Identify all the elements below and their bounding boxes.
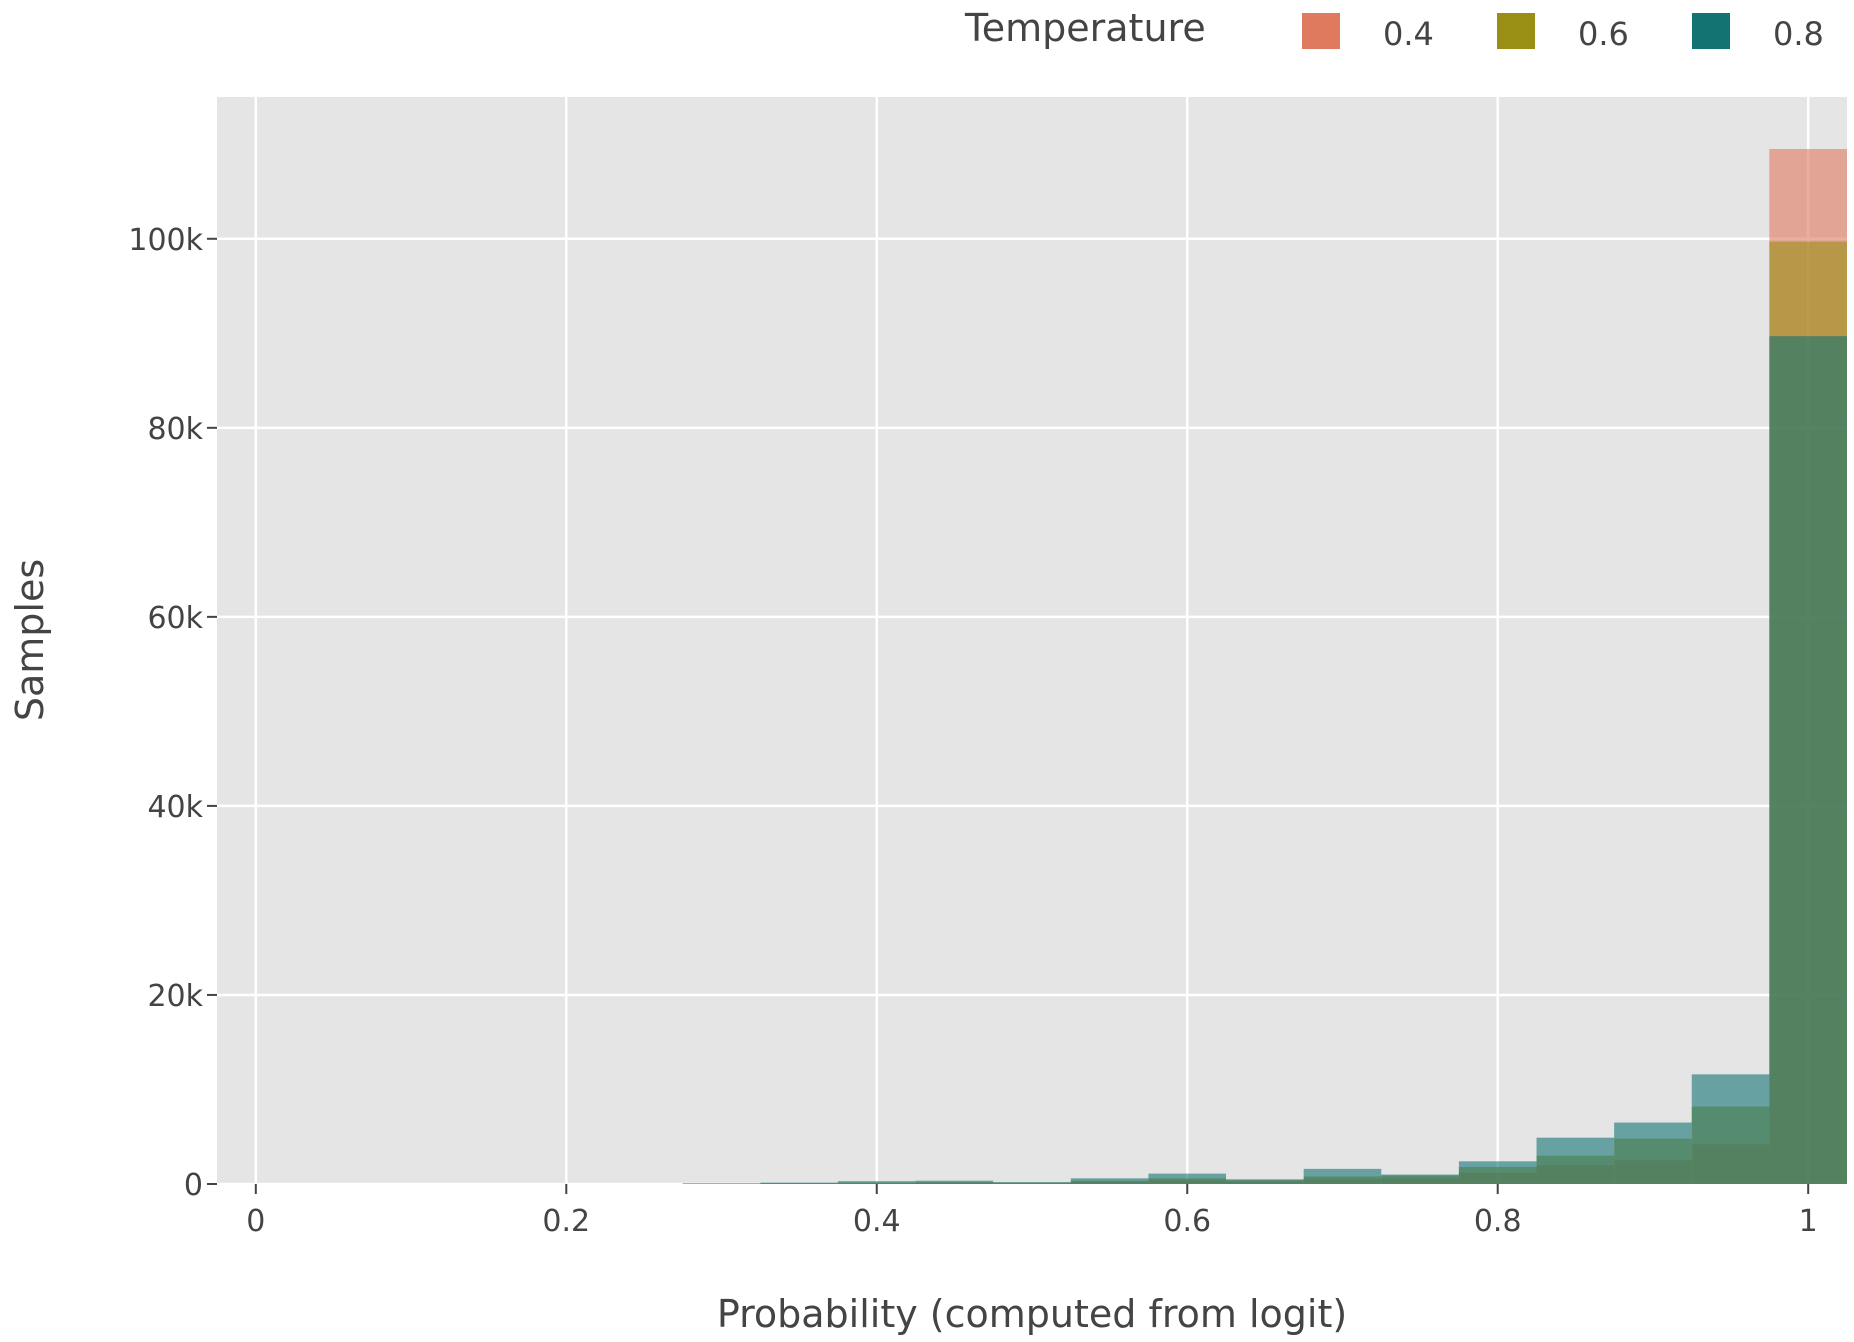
bars [682, 148, 1847, 1185]
x-tick-label: 0.8 [1474, 1204, 1522, 1239]
legend-swatch-0-4 [1302, 13, 1340, 49]
x-tick-label: 1 [1799, 1204, 1818, 1239]
bar-temp-0-8-bin-4 [993, 1182, 1071, 1184]
bar-temp-0-8-bin-6 [1148, 1173, 1227, 1184]
bar-temp-0-8-bin-7 [1226, 1179, 1304, 1184]
bar-temp-0-8-bin-8 [1303, 1168, 1382, 1184]
y-tick-label: 20k [147, 979, 203, 1014]
bar-temp-0-8-bin-14 [1769, 336, 1847, 1184]
plot-background [217, 97, 1847, 1184]
bar-temp-0-8-bin-2 [837, 1181, 916, 1184]
legend-label: 0.6 [1578, 15, 1629, 53]
legend-label: 0.8 [1773, 15, 1824, 53]
legend-swatch-0-6 [1497, 13, 1535, 49]
y-tick-label: 80k [147, 412, 203, 447]
y-tick-label: 60k [147, 601, 203, 636]
y-tick-label: 100k [128, 223, 203, 258]
y-tick-label: 0 [184, 1168, 203, 1203]
y-axis-title: Samples [8, 559, 52, 721]
legend-label: 0.4 [1383, 15, 1434, 53]
x-tick-label: 0.2 [542, 1204, 590, 1239]
x-tick-label: 0.6 [1163, 1204, 1211, 1239]
bar-temp-0-8-bin-11 [1536, 1137, 1615, 1184]
bar-temp-0-8-bin-3 [915, 1180, 994, 1184]
bar-temp-0-8-bin-10 [1458, 1161, 1537, 1184]
x-tick-label: 0.4 [853, 1204, 901, 1239]
y-axis: 0 20k 40k 60k 80k 100k [128, 223, 217, 1203]
legend-swatch-0-8 [1692, 13, 1730, 49]
y-tick-label: 40k [147, 790, 203, 825]
x-axis-title: Probability (computed from logit) [717, 1292, 1347, 1336]
bar-temp-0-8-bin-1 [760, 1182, 838, 1184]
bar-temp-0-8-bin-12 [1614, 1122, 1692, 1184]
legend: Temperature 0.4 0.6 0.8 [964, 6, 1824, 53]
legend-title: Temperature [964, 6, 1206, 50]
bar-temp-0-8-bin-5 [1070, 1178, 1149, 1184]
bar-temp-0-8-bin-13 [1691, 1074, 1770, 1184]
bar-temp-0-8-bin-9 [1381, 1174, 1459, 1184]
x-axis: 0 0.2 0.4 0.6 0.8 1 [246, 1184, 1818, 1239]
x-tick-label: 0 [246, 1204, 265, 1239]
